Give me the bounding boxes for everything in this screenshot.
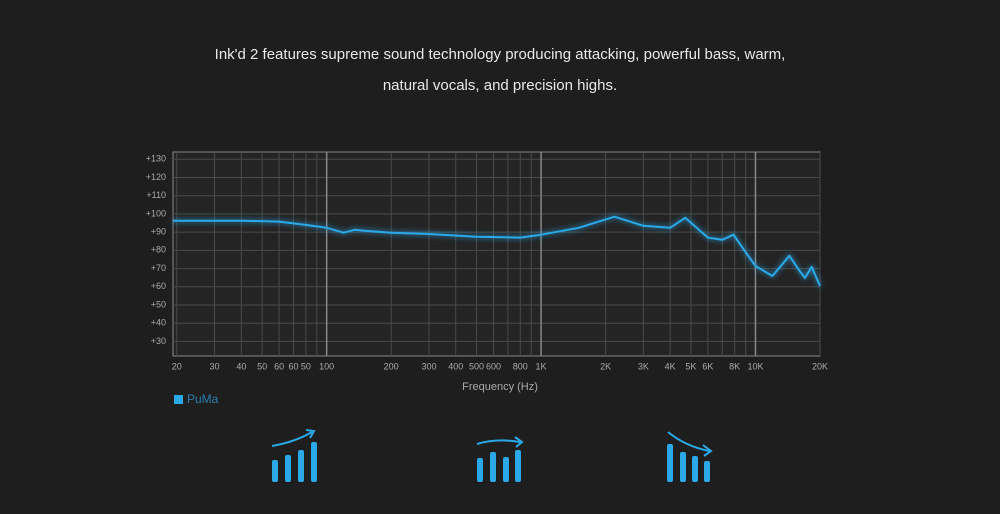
y-tick-label: +120 [146,172,166,182]
heading: Ink'd 2 features supreme sound technolog… [215,46,786,63]
heading: natural vocals, and precision highs. [383,77,617,94]
y-tick-label: +70 [151,263,166,273]
y-tick-label: +30 [151,336,166,346]
x-tick-label: 3K [638,361,649,371]
x-tick-label: 200 [384,361,399,371]
response-curve [173,215,821,287]
icon-highs [667,431,713,482]
x-tick-label: 100 [319,361,334,371]
y-tick-label: +110 [146,190,166,200]
icon-mids [476,436,524,482]
x-tick-label: 6K [702,361,713,371]
x-tick-label: 8K [729,361,740,371]
x-tick-label: 50 [301,361,311,371]
x-axis-label: Frequency (Hz) [462,381,538,393]
y-tick-label: +50 [151,299,166,309]
legend-swatch [174,395,183,404]
x-tick-label: 300 [421,361,436,371]
x-tick-label: 30 [210,361,220,371]
x-tick-label: 20K [812,361,828,371]
x-tick-label: 40 [236,361,246,371]
y-tick-label: +40 [151,318,166,328]
x-tick-label: 1K [536,361,547,371]
y-tick-label: +80 [151,245,166,255]
x-tick-label: 60 [288,361,298,371]
x-tick-label: 400 [448,361,463,371]
plot-area [172,151,821,357]
y-tick-label: +100 [146,208,166,218]
x-tick-label: 2K [600,361,611,371]
y-tick-label: +130 [146,154,166,164]
legend-label: PuMa [187,392,219,406]
x-tick-label: 4K [665,361,676,371]
x-tick-label: 50 [257,361,267,371]
x-tick-label: 5K [685,361,696,371]
x-tick-label: 600 [486,361,501,371]
y-tick-label: +90 [151,227,166,237]
x-tick-label: 500 [469,361,484,371]
x-tick-label: 20 [172,361,182,371]
x-tick-label: 60 [274,361,284,371]
icon-bass [271,429,317,482]
y-tick-label: +60 [151,281,166,291]
x-tick-label: 800 [513,361,528,371]
x-tick-label: 10K [747,361,763,371]
